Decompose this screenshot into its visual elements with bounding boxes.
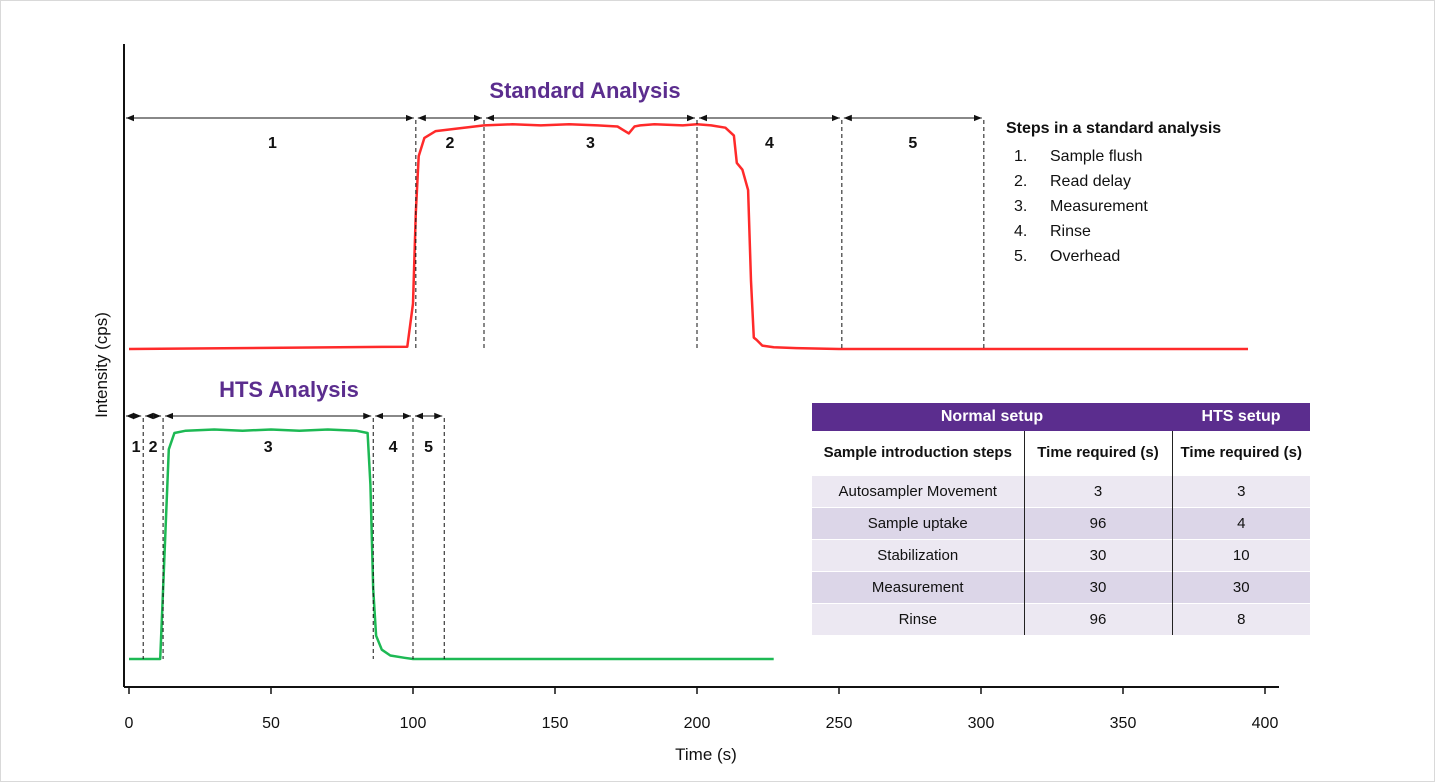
x-tick-label: 100	[399, 715, 427, 732]
normal-time-cell: 30	[1023, 539, 1172, 572]
step-label: Read delay	[1050, 173, 1131, 190]
x-tick-label: 200	[683, 715, 711, 732]
column-header-hts-time: Time required (s)	[1171, 431, 1310, 476]
steps-heading: Steps in a standard analysis	[1006, 120, 1222, 137]
list-item: 5. Overhead	[1006, 244, 1221, 269]
steps-legend: Steps in a standard analysis 1. Sample fl…	[1006, 120, 1221, 269]
list-item: 4. Rinse	[1006, 219, 1221, 244]
segment-label: 1	[268, 135, 277, 152]
setup-comparison-table: Normal setup HTS setup Sample introducti…	[812, 403, 1310, 635]
standard-analysis-series	[128, 123, 1248, 351]
table-row: Autosampler Movement 3 3	[812, 475, 1310, 508]
step-label: Rinse	[1050, 223, 1091, 240]
normal-time-cell: 96	[1023, 603, 1172, 635]
step-cell: Stabilization	[812, 539, 1024, 572]
step-number: 5.	[1014, 248, 1028, 265]
hts-time-cell: 4	[1171, 507, 1310, 540]
hts-time-cell: 30	[1171, 571, 1310, 604]
table-row: Measurement 30 30	[812, 571, 1310, 604]
list-item: 2. Read delay	[1006, 169, 1221, 194]
step-number: 4.	[1014, 223, 1028, 240]
segment-label: 1	[132, 439, 141, 456]
list-item: 1. Sample flush	[1006, 144, 1221, 169]
x-tick-label: 150	[541, 715, 569, 732]
x-tick-label: 350	[1109, 715, 1137, 732]
step-number: 2.	[1014, 173, 1028, 190]
hts-analysis-title: HTS Analysis	[219, 377, 359, 402]
normal-time-cell: 3	[1023, 475, 1172, 508]
table-row: Sample uptake 96 4	[812, 507, 1310, 540]
steps-list: 1. Sample flush 2. Read delay 3. Measuremen…	[1006, 144, 1221, 269]
segment-label: 4	[765, 135, 774, 152]
x-axis-label: Time (s)	[675, 745, 737, 764]
step-number: 1.	[1014, 148, 1028, 165]
normal-time-cell: 30	[1023, 571, 1172, 604]
table-row: Rinse 96 8	[812, 603, 1310, 635]
step-label: Sample flush	[1050, 148, 1143, 165]
hts-setup-header: HTS setup	[1172, 403, 1310, 431]
table-column-header: Sample introduction steps Time required …	[812, 431, 1310, 476]
step-label: Measurement	[1050, 198, 1148, 215]
normal-setup-header: Normal setup	[812, 403, 1172, 431]
x-tick-label: 250	[825, 715, 853, 732]
column-header-normal-time: Time required (s)	[1023, 431, 1172, 476]
segment-label: 4	[389, 439, 398, 456]
hts-time-cell: 3	[1171, 475, 1310, 508]
x-tick-label: 300	[967, 715, 995, 732]
segment-label: 5	[424, 439, 433, 456]
step-cell: Measurement	[812, 571, 1024, 604]
step-cell: Rinse	[812, 603, 1024, 635]
hts-time-cell: 8	[1171, 603, 1310, 635]
segment-label: 2	[149, 439, 158, 456]
y-axis-label: Intensity (cps)	[92, 312, 111, 418]
table-row: Stabilization 30 10	[812, 539, 1310, 572]
step-cell: Autosampler Movement	[812, 475, 1024, 508]
segment-label: 5	[908, 135, 917, 152]
segment-label: 3	[586, 135, 595, 152]
standard-analysis-title: Standard Analysis	[489, 78, 681, 103]
table-group-header: Normal setup HTS setup	[812, 403, 1310, 431]
hts-analysis-series	[129, 428, 774, 661]
segment-label: 2	[445, 135, 454, 152]
step-cell: Sample uptake	[812, 507, 1024, 540]
hts-time-cell: 10	[1171, 539, 1310, 572]
segment-label: 3	[264, 439, 273, 456]
normal-time-cell: 96	[1023, 507, 1172, 540]
x-tick-label: 50	[262, 715, 280, 732]
x-tick-label: 400	[1251, 715, 1279, 732]
column-header-steps: Sample introduction steps	[812, 431, 1024, 476]
list-item: 3. Measurement	[1006, 194, 1221, 219]
step-label: Overhead	[1050, 248, 1121, 265]
x-tick-label: 0	[124, 715, 134, 732]
step-number: 3.	[1014, 198, 1028, 215]
